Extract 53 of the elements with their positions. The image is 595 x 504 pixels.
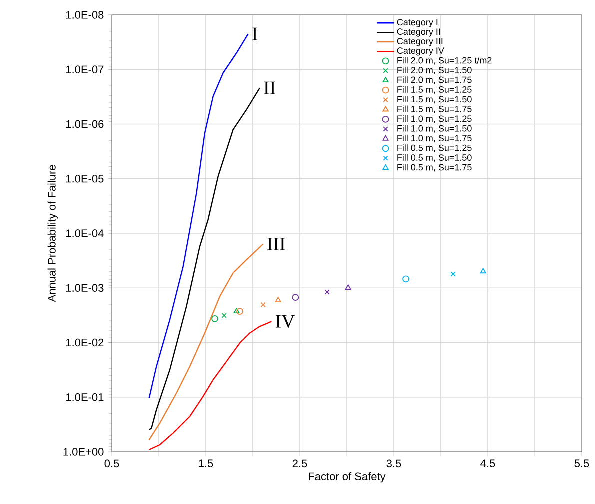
legend-label: Fill 1.5 m, Su=1.75: [398, 106, 472, 114]
legend-label: Category II: [397, 28, 440, 37]
point: [212, 315, 218, 322]
y-tick-label: 1.0E-01: [66, 393, 104, 402]
y-tick-label: 1.0E-05: [66, 174, 104, 183]
legend-label: Fill 1.0 m, Su=1.50: [398, 125, 472, 133]
point: [450, 272, 456, 277]
point: [234, 308, 240, 314]
line-series: [148, 321, 272, 451]
legend-label: Fill 2.0 m, Su=1.75: [398, 76, 472, 84]
y-tick-label: 1.0E-02: [66, 338, 104, 347]
point: [292, 294, 300, 302]
legend-label: Category I: [397, 19, 438, 28]
legend-label: Fill 2.0 m, Su=1.50: [398, 66, 472, 75]
point: [260, 302, 266, 308]
point: [236, 308, 244, 316]
y-tick-label: 1.0E-04: [66, 230, 104, 238]
annotation: IV: [276, 315, 296, 328]
y-tick-label: 1.0E-08: [66, 11, 104, 19]
line-series: [148, 88, 261, 431]
annotation: I: [252, 28, 258, 40]
y-tick-label: 1.0E-03: [66, 284, 104, 292]
y-axis-title: Annual Probability of Failure: [48, 165, 58, 302]
x-tick-label: 2.5: [292, 460, 308, 468]
point: [402, 276, 410, 283]
line-series: [148, 244, 264, 441]
y-tick-label: 1.0E-07: [66, 66, 104, 74]
legend-label: Fill 0.5 m, Su=1.25: [398, 144, 472, 152]
line-series: [148, 34, 249, 399]
y-tick-label: 1.0E-06: [66, 120, 104, 128]
x-tick-label: 3.5: [386, 460, 402, 468]
x-axis-title: Factor of Safety: [309, 472, 386, 483]
annotation: II: [264, 82, 276, 94]
x-tick-label: 4.5: [480, 460, 496, 468]
point: [324, 290, 330, 295]
legend-label: Fill 1.0 m, Su=1.75: [398, 134, 472, 143]
point: [480, 268, 486, 274]
point: [345, 284, 352, 290]
legend-label: Fill 2.0 m, Su=1.25 t/m2: [398, 57, 492, 65]
x-tick-label: 5.5: [574, 460, 590, 468]
legend-label: Fill 1.5 m, Su=1.25: [398, 86, 472, 94]
legend-label: Fill 0.5 m, Su=1.75: [398, 164, 472, 172]
point: [222, 313, 227, 318]
x-tick-label: 0.5: [104, 460, 120, 468]
legend-label: Fill 0.5 m, Su=1.50: [398, 154, 472, 162]
legend-label: Fill 1.5 m, Su=1.50: [398, 96, 472, 104]
y-tick-label: 1.0E+00: [64, 448, 104, 456]
legend-label: Fill 1.0 m, Su=1.25: [398, 115, 472, 124]
legend-label: Category III: [397, 38, 443, 46]
annotation: III: [268, 238, 286, 250]
point: [275, 297, 282, 303]
legend-label: Category IV: [397, 48, 444, 56]
x-tick-label: 1.5: [199, 460, 214, 468]
